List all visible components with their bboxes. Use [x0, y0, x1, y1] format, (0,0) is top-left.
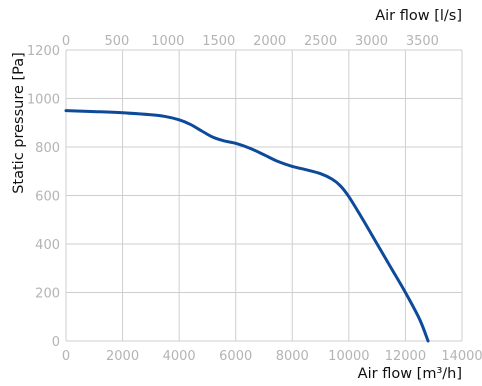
x2-tick-label: 0 [62, 34, 70, 49]
x-tick-label: 6000 [219, 349, 252, 364]
x-tick-label: 10000 [328, 349, 369, 364]
grid-layer [65, 49, 463, 342]
x2-tick-label: 2000 [253, 34, 286, 49]
y-axis-title: Static pressure [Pa] [11, 52, 27, 194]
x2-tick-label: 3500 [406, 34, 439, 49]
x-tick-label: 4000 [163, 349, 196, 364]
x-axis-title: Air flow [m³/h] [358, 366, 462, 381]
x-tick-label: 2000 [106, 349, 139, 364]
x-tick-label: 14000 [441, 349, 482, 364]
y-tick-label: 400 [35, 238, 60, 253]
x2-tick-label: 3000 [355, 34, 388, 49]
pressure-curve-line [64, 109, 430, 343]
x2-tick-label: 500 [105, 34, 130, 49]
y-tick-label: 0 [52, 335, 60, 350]
x2-tick-label: 1000 [151, 34, 184, 49]
y-tick-label: 600 [35, 190, 60, 205]
y-tick-label: 1000 [27, 93, 60, 108]
y-tick-label: 200 [35, 287, 60, 302]
y-tick-label: 800 [35, 141, 60, 156]
curve-layer [64, 109, 430, 343]
x-tick-label: 0 [62, 349, 70, 364]
x2-tick-label: 1500 [202, 34, 235, 49]
x2-tick-label: 2500 [304, 34, 337, 49]
x-tick-label: 12000 [385, 349, 426, 364]
y-tick-label: 1200 [27, 44, 60, 59]
x2-axis-title: Air flow [l/s] [375, 8, 462, 24]
x-tick-label: 8000 [276, 349, 309, 364]
